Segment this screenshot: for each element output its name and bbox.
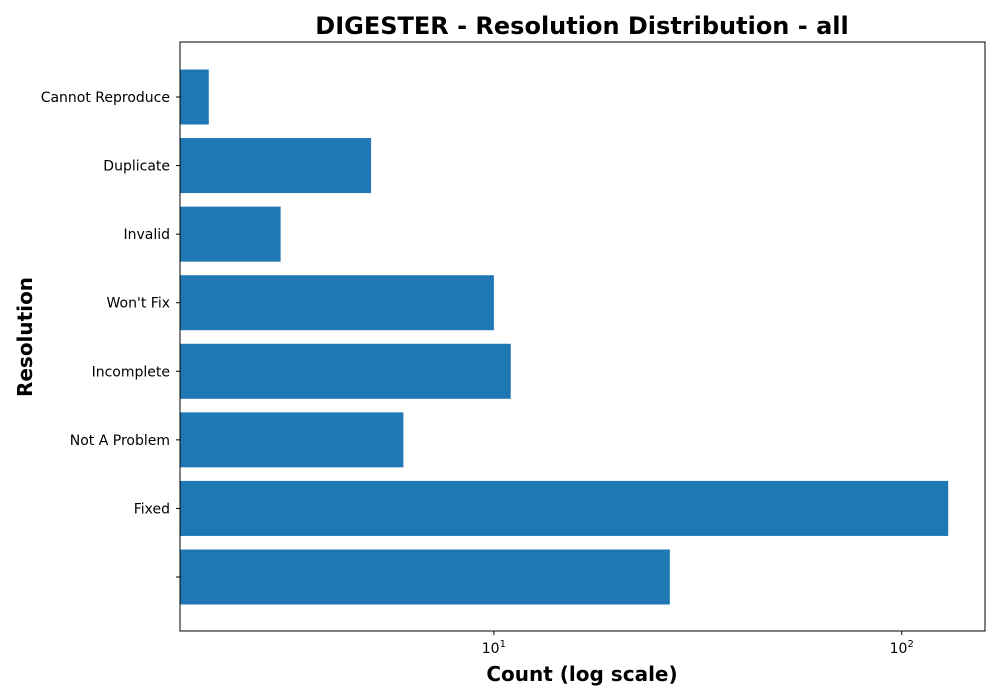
y-tick-label-duplicate: Duplicate (103, 159, 170, 175)
bar-incomplete (180, 343, 511, 399)
x-tick-label: 101 (482, 639, 506, 657)
bar-cannot-reproduce (180, 69, 209, 125)
y-tick-label-incomplete: Incomplete (92, 364, 170, 380)
x-axis-ticks: 101 102 (482, 631, 914, 657)
bar-duplicate (180, 138, 372, 194)
y-tick-label-fixed: Fixed (134, 501, 170, 517)
bar-won-t-fix (180, 275, 494, 331)
x-tick-label: 102 (890, 639, 914, 657)
y-axis-ticks: Cannot Reproduce Duplicate Invalid Won't Fi… (41, 90, 180, 578)
bar-invalid (180, 206, 281, 262)
y-axis-label: Resolution (13, 277, 37, 397)
plot-frame (179, 41, 986, 632)
bar-fixed (180, 480, 949, 536)
y-tick-label-cannot-reproduce: Cannot Reproduce (41, 90, 170, 106)
bar-not-a-problem (180, 412, 404, 468)
bars-group (180, 69, 949, 605)
y-tick-label-invalid: Invalid (123, 227, 170, 243)
y-tick-label-won-t-fix: Won't Fix (107, 296, 170, 312)
bar-blank (180, 549, 670, 605)
chart-title: DIGESTER - Resolution Distribution - all (315, 12, 848, 40)
y-tick-label-not-a-problem: Not A Problem (70, 433, 170, 449)
x-axis-label: Count (log scale) (486, 662, 677, 686)
